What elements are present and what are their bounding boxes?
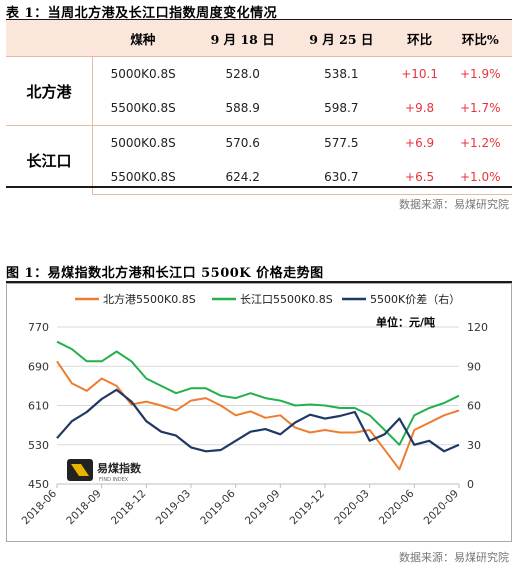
- legend-label: 长江口5500K0.8S: [240, 293, 333, 306]
- grade-cell: 5000K0.8S: [92, 56, 194, 91]
- pct-cell: +1.9%: [448, 56, 512, 91]
- chart-source: 数据来源：易煤研究院: [399, 551, 509, 564]
- header-cell: [6, 20, 93, 57]
- grade-cell: 5500K0.8S: [92, 160, 194, 195]
- change-cell: +6.9: [390, 125, 449, 160]
- change-cell: +10.1: [390, 56, 449, 91]
- y-left-tick-label: 770: [28, 321, 49, 334]
- x-tick-label: 2019-09: [243, 488, 283, 528]
- table-row: 5500K0.8S 624.2 630.7 +6.5 +1.0%: [6, 160, 512, 195]
- x-tick-label: 2019-03: [154, 488, 194, 528]
- y-left-tick-label: 530: [28, 439, 49, 452]
- logo-subtext: FIND INDEX: [99, 477, 129, 483]
- table-title: 表 1：当周北方港及长江口指数周度变化情况: [6, 6, 278, 21]
- logo-accent: [71, 464, 89, 476]
- table-row: 北方港 5000K0.8S 528.0 538.1 +10.1 +1.9%: [6, 56, 512, 126]
- chart-legend: 北方港5500K0.8S 长江口5500K0.8S 5500K价差（右）: [75, 292, 460, 306]
- header-cell: 煤种: [92, 20, 194, 57]
- port-name: 北方港: [6, 56, 93, 126]
- legend-label: 北方港5500K0.8S: [103, 292, 196, 306]
- index-change-table: 煤种 9 月 18 日 9 月 25 日 环比 环比% 北方港 5000K0.8…: [6, 20, 512, 195]
- pct-cell: +1.2%: [448, 125, 512, 160]
- x-tick-label: 2019-12: [288, 488, 328, 528]
- unit-label: 单位：元/吨: [376, 315, 435, 329]
- value-cell: 570.6: [193, 125, 292, 160]
- series-line-2: [56, 340, 460, 446]
- chart-top-rule: [6, 281, 512, 283]
- series-line-3: [56, 388, 460, 453]
- header-cell: 环比%: [448, 20, 512, 57]
- table-source: 数据来源：易煤研究院: [399, 198, 509, 211]
- y-left-tick-label: 450: [28, 478, 49, 491]
- change-cell: +6.5: [390, 160, 449, 195]
- y-right-tick-label: 90: [467, 360, 481, 373]
- y-left-tick-label: 610: [28, 400, 49, 413]
- legend-label: 5500K价差（右）: [370, 292, 460, 306]
- yimei-logo: 易煤指数 FIND INDEX: [67, 459, 142, 483]
- header-cell: 9 月 18 日: [193, 20, 292, 57]
- value-cell: 577.5: [292, 125, 391, 160]
- logo-text: 易煤指数: [97, 461, 142, 475]
- chart-lines: [56, 340, 460, 471]
- pct-cell: +1.7%: [448, 91, 512, 126]
- x-tick-label: 2018-06: [20, 487, 60, 527]
- value-cell: 630.7: [292, 160, 391, 195]
- table-row: 长江口 5000K0.8S 570.6 577.5 +6.9 +1.2%: [6, 125, 512, 195]
- x-tick-label: 2018-09: [64, 488, 104, 528]
- grade-cell: 5500K0.8S: [92, 91, 194, 126]
- header-cell: 环比: [390, 20, 449, 57]
- port-name: 长江口: [6, 125, 93, 195]
- value-cell: 538.1: [292, 56, 391, 91]
- series-line-1: [56, 360, 460, 471]
- value-cell: 624.2: [193, 160, 292, 195]
- table-header-row: 煤种 9 月 18 日 9 月 25 日 环比 环比%: [6, 20, 512, 57]
- table-row: 5500K0.8S 588.9 598.7 +9.8 +1.7%: [6, 91, 512, 126]
- chart-gridlines: [57, 326, 459, 485]
- y-right-tick-label: 30: [467, 439, 481, 452]
- value-cell: 528.0: [193, 56, 292, 91]
- x-tick-label: 2019-06: [198, 487, 238, 527]
- y-right-tick-label: 0: [467, 478, 474, 491]
- y-left-tick-label: 690: [28, 360, 49, 373]
- y-right-tick-label: 120: [467, 321, 488, 334]
- grade-cell: 5000K0.8S: [92, 125, 194, 160]
- header-cell: 9 月 25 日: [292, 20, 391, 57]
- x-tick-label: 2020-03: [332, 488, 372, 528]
- pct-cell: +1.0%: [448, 160, 512, 195]
- chart-title: 图 1：易煤指数北方港和长江口 5500K 价格走势图: [6, 266, 324, 281]
- value-cell: 588.9: [193, 91, 292, 126]
- y-right-tick-label: 60: [467, 400, 481, 413]
- value-cell: 598.7: [292, 91, 391, 126]
- change-cell: +9.8: [390, 91, 449, 126]
- x-tick-label: 2020-06: [377, 487, 417, 527]
- chart-frame: 450 530 610 690 770 0 30 60 90 120 2018-06 2018-09 2…: [6, 283, 512, 542]
- table-bottom-rule: [6, 186, 512, 188]
- x-tick-label: 2020-09: [422, 488, 462, 528]
- x-tick-label: 2018-12: [109, 488, 149, 528]
